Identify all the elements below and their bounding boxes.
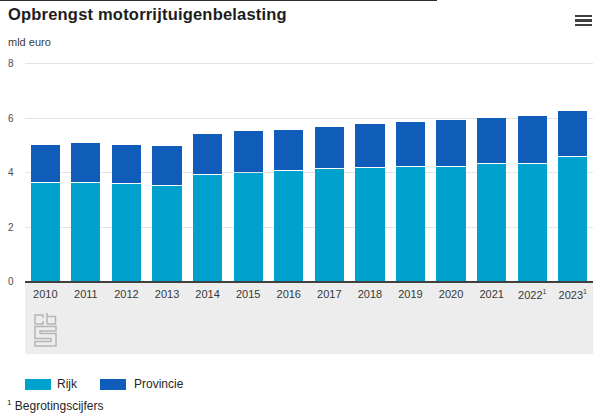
segment-rijk-2013 bbox=[152, 186, 181, 281]
x-tick-label-2016: 2016 bbox=[268, 288, 309, 301]
bar-2012 bbox=[112, 63, 141, 281]
bar-2020 bbox=[436, 63, 465, 281]
top-border-line bbox=[0, 0, 437, 1]
y-tick-label-8: 8 bbox=[8, 58, 20, 69]
bar-slot-2012 bbox=[106, 63, 147, 281]
plot-area bbox=[25, 63, 593, 281]
footnote: 1 Begrotingscijfers bbox=[7, 398, 104, 413]
segment-rijk-2017 bbox=[315, 169, 344, 281]
segment-rijk-2022 bbox=[518, 164, 547, 281]
bar-2022 bbox=[518, 63, 547, 281]
bars-container bbox=[25, 63, 593, 281]
chart-menu-button[interactable] bbox=[575, 15, 592, 27]
segment-provincie-2017 bbox=[315, 127, 344, 168]
chart-title: Opbrengst motorrijtuigenbelasting bbox=[8, 5, 287, 24]
bar-2015 bbox=[234, 63, 263, 281]
footnote-marker: 1 bbox=[7, 398, 11, 407]
hamburger-icon bbox=[575, 15, 592, 17]
x-axis-labels: 2010201120122013201420152016201720182019… bbox=[25, 283, 593, 301]
bar-slot-2019 bbox=[390, 63, 431, 281]
segment-rijk-2012 bbox=[112, 184, 141, 281]
segment-provincie-2019 bbox=[396, 122, 425, 166]
bar-slot-2021 bbox=[471, 63, 512, 281]
bar-slot-2014 bbox=[187, 63, 228, 281]
bar-slot-2016 bbox=[268, 63, 309, 281]
x-tick-label-2023: 20231 bbox=[553, 288, 594, 301]
y-tick-label-0: 0 bbox=[8, 276, 20, 287]
segment-provincie-2022 bbox=[518, 116, 547, 163]
bar-slot-2017 bbox=[309, 63, 350, 281]
segment-provincie-2015 bbox=[234, 131, 263, 172]
segment-provincie-2012 bbox=[112, 145, 141, 184]
segment-rijk-2018 bbox=[355, 168, 384, 281]
segment-rijk-2011 bbox=[71, 183, 100, 281]
bar-slot-2018 bbox=[350, 63, 391, 281]
bar-slot-2010 bbox=[25, 63, 66, 281]
segment-rijk-2020 bbox=[436, 167, 465, 281]
bar-2019 bbox=[396, 63, 425, 281]
bar-2016 bbox=[274, 63, 303, 281]
x-tick-label-2020: 2020 bbox=[431, 288, 472, 301]
y-tick-label-6: 6 bbox=[8, 113, 20, 124]
segment-provincie-2014 bbox=[193, 134, 222, 174]
x-tick-label-2013: 2013 bbox=[147, 288, 188, 301]
bar-slot-2023 bbox=[553, 63, 594, 281]
x-tick-label-2017: 2017 bbox=[309, 288, 350, 301]
segment-provincie-2013 bbox=[152, 146, 181, 185]
footnote-text: Begrotingscijfers bbox=[15, 399, 104, 413]
bar-slot-2011 bbox=[66, 63, 107, 281]
x-tick-label-2015: 2015 bbox=[228, 288, 269, 301]
bar-2021 bbox=[477, 63, 506, 281]
x-tick-label-2010: 2010 bbox=[25, 288, 66, 301]
bar-slot-2015 bbox=[228, 63, 269, 281]
unit-label: mld euro bbox=[8, 36, 51, 48]
bar-2017 bbox=[315, 63, 344, 281]
segment-provincie-2011 bbox=[71, 143, 100, 182]
x-tick-label-2022: 20221 bbox=[512, 288, 553, 301]
bar-slot-2013 bbox=[147, 63, 188, 281]
segment-provincie-2010 bbox=[31, 145, 60, 182]
legend-swatch-rijk[interactable] bbox=[25, 379, 51, 390]
segment-rijk-2010 bbox=[31, 183, 60, 281]
y-tick-label-4: 4 bbox=[8, 167, 20, 178]
x-tick-label-2014: 2014 bbox=[187, 288, 228, 301]
segment-rijk-2016 bbox=[274, 171, 303, 281]
legend-swatch-provincie[interactable] bbox=[100, 379, 126, 390]
segment-rijk-2021 bbox=[477, 164, 506, 281]
x-tick-label-2018: 2018 bbox=[350, 288, 391, 301]
bar-slot-2020 bbox=[431, 63, 472, 281]
segment-provincie-2021 bbox=[477, 118, 506, 163]
bar-2013 bbox=[152, 63, 181, 281]
segment-rijk-2023 bbox=[558, 157, 587, 281]
segment-rijk-2015 bbox=[234, 173, 263, 281]
y-tick-label-2: 2 bbox=[8, 222, 20, 233]
segment-provincie-2023 bbox=[558, 111, 587, 156]
bar-2023 bbox=[558, 63, 587, 281]
x-tick-label-2021: 2021 bbox=[471, 288, 512, 301]
segment-provincie-2016 bbox=[274, 130, 303, 170]
bar-2018 bbox=[355, 63, 384, 281]
segment-provincie-2020 bbox=[436, 120, 465, 165]
legend-label-rijk[interactable]: Rijk bbox=[57, 377, 77, 391]
segment-rijk-2019 bbox=[396, 167, 425, 281]
segment-rijk-2014 bbox=[193, 175, 222, 281]
x-tick-label-2011: 2011 bbox=[66, 288, 107, 301]
legend-label-provincie[interactable]: Provincie bbox=[134, 377, 183, 391]
x-tick-label-2019: 2019 bbox=[390, 288, 431, 301]
x-label-band: 2010201120122013201420152016201720182019… bbox=[25, 283, 593, 354]
bar-slot-2022 bbox=[512, 63, 553, 281]
bar-2011 bbox=[71, 63, 100, 281]
bar-2014 bbox=[193, 63, 222, 281]
chart-widget: Opbrengst motorrijtuigenbelasting mld eu… bbox=[0, 0, 600, 417]
bar-2010 bbox=[31, 63, 60, 281]
segment-provincie-2018 bbox=[355, 124, 384, 167]
cbs-logo bbox=[33, 312, 58, 347]
x-tick-label-2012: 2012 bbox=[106, 288, 147, 301]
